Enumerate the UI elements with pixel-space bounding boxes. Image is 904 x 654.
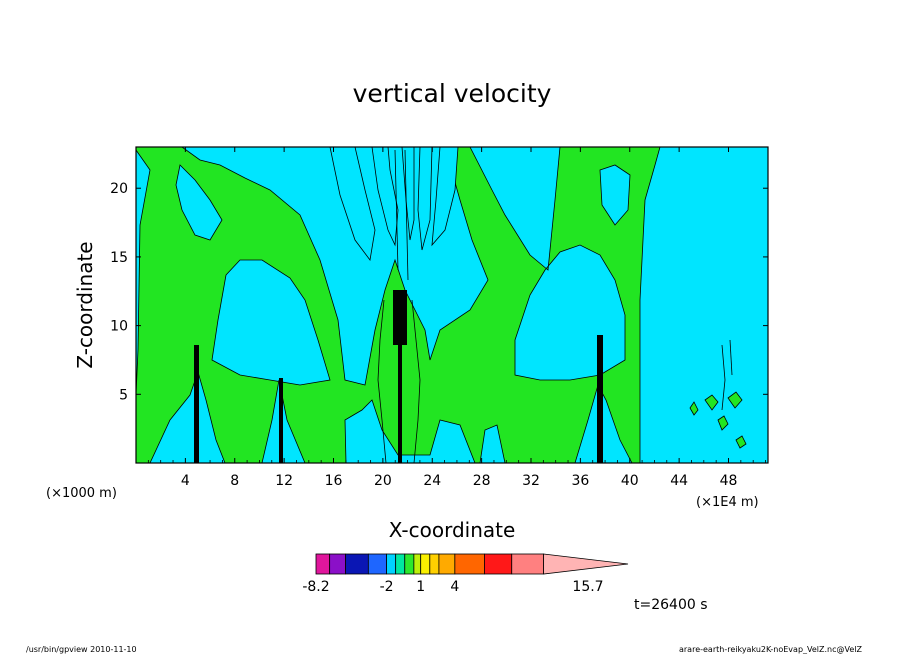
x-tick-label-8: 36 xyxy=(571,473,589,489)
updraft-core-5 xyxy=(597,335,603,463)
y-axis-label: Z-coordinate xyxy=(73,241,97,368)
y-axis-ticks: 5 10 15 20 xyxy=(110,181,768,403)
band-4 xyxy=(417,147,433,251)
band-7 xyxy=(599,164,631,226)
footer-file: arare-earth-reikyaku2K-noEvap_VelZ.nc@Ve… xyxy=(679,645,863,654)
updraft-core-3 xyxy=(393,290,407,345)
x-tick-label-4: 20 xyxy=(374,473,392,489)
colorbar-segment-0 xyxy=(315,553,331,575)
colorbar-segment-1 xyxy=(329,553,346,575)
colorbar-segment-13 xyxy=(511,553,545,575)
colorbar-segment-10 xyxy=(438,553,456,575)
x-tick-label-0: 4 xyxy=(181,473,190,489)
x-unit-left: (×1000 m) xyxy=(46,486,117,501)
y-tick-label-1: 10 xyxy=(110,319,128,335)
updraft-core-2 xyxy=(279,378,283,463)
band-2 xyxy=(371,147,399,247)
x-tick-label-11: 48 xyxy=(720,473,738,489)
x-tick-label-9: 40 xyxy=(621,473,639,489)
time-label: t=26400 s xyxy=(634,597,708,613)
scatter-blobs xyxy=(689,391,747,449)
colorbar-tick-label-4: 15.7 xyxy=(572,579,603,595)
colorbar-segment-6 xyxy=(404,553,415,575)
colorbar-tick-labels: -8.2 -2 1 4 15.7 xyxy=(302,579,603,595)
x-axis-label: X-coordinate xyxy=(389,518,516,542)
y-tick-label-0: 5 xyxy=(119,387,128,403)
colorbar-segment-11 xyxy=(454,553,485,575)
colorbar-segment-7 xyxy=(413,553,422,575)
colorbar-arrow xyxy=(543,553,629,575)
x-tick-label-7: 32 xyxy=(522,473,540,489)
colorbar-segment-4 xyxy=(386,553,397,575)
contour-lines xyxy=(377,149,733,463)
x-tick-label-3: 16 xyxy=(325,473,343,489)
colorbar xyxy=(315,553,629,575)
colorbar-tick-label-0: -8.2 xyxy=(302,579,329,595)
x-tick-label-2: 12 xyxy=(275,473,293,489)
y-tick-label-3: 20 xyxy=(110,181,128,197)
band-5 xyxy=(431,147,459,247)
colorbar-segment-9 xyxy=(429,553,440,575)
band-1 xyxy=(329,147,376,261)
footer-program: /usr/bin/gpview 2010-11-10 xyxy=(26,645,137,654)
y-tick-label-2: 15 xyxy=(110,250,128,266)
band-6 xyxy=(175,164,223,241)
colorbar-tick-label-2: 1 xyxy=(416,579,425,595)
x-unit-right: (×1E4 m) xyxy=(696,495,759,510)
plot-frame xyxy=(135,146,769,464)
colorbar-segment-12 xyxy=(484,553,513,575)
updraft-cores xyxy=(194,290,603,463)
colorbar-tick-label-1: -2 xyxy=(380,579,394,595)
x-tick-label-1: 8 xyxy=(230,473,239,489)
x-axis-ticks: 4 8 12 16 20 24 28 32 36 40 44 48 xyxy=(147,147,766,489)
updraft-core-4 xyxy=(398,340,402,463)
band-3 xyxy=(401,147,415,241)
updraft-core-1 xyxy=(194,345,199,463)
chart-title: vertical velocity xyxy=(353,79,552,108)
x-tick-label-10: 44 xyxy=(670,473,688,489)
colorbar-segment-3 xyxy=(367,553,387,575)
colorbar-tick-label-3: 4 xyxy=(450,579,459,595)
colorbar-segment-8 xyxy=(420,553,431,575)
colorbar-segment-5 xyxy=(395,553,406,575)
colorbar-segment-2 xyxy=(345,553,369,575)
x-tick-label-5: 24 xyxy=(423,473,441,489)
plot-area xyxy=(136,147,768,463)
x-tick-label-6: 28 xyxy=(473,473,491,489)
